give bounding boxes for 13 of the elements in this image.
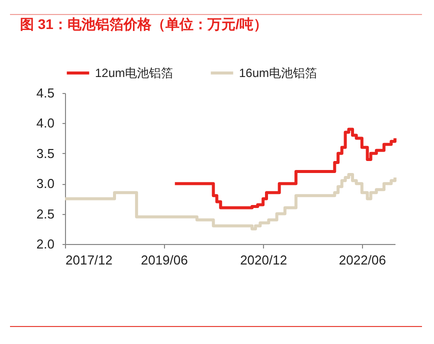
y-tick-label: 4.0 <box>36 116 54 131</box>
y-tick-label: 3.5 <box>36 146 54 161</box>
y-tick-label: 2.5 <box>36 206 54 222</box>
y-tick-label: 2.0 <box>36 236 54 252</box>
x-tick-label: 2017/12 <box>66 252 112 268</box>
legend-label: 12um电池铝箔 <box>95 66 174 80</box>
y-tick-label: 3.0 <box>36 176 54 192</box>
x-tick-label: 2019/06 <box>140 252 188 268</box>
x-tick-label: 2020/12 <box>240 252 288 268</box>
chart-title: 图 31：电池铝箔价格（单位：万元/吨） <box>20 16 268 34</box>
x-tick-label: 2022/06 <box>338 252 386 268</box>
legend-label: 16um电池铝箔 <box>239 66 318 80</box>
y-tick-label: 4.5 <box>36 86 54 100</box>
